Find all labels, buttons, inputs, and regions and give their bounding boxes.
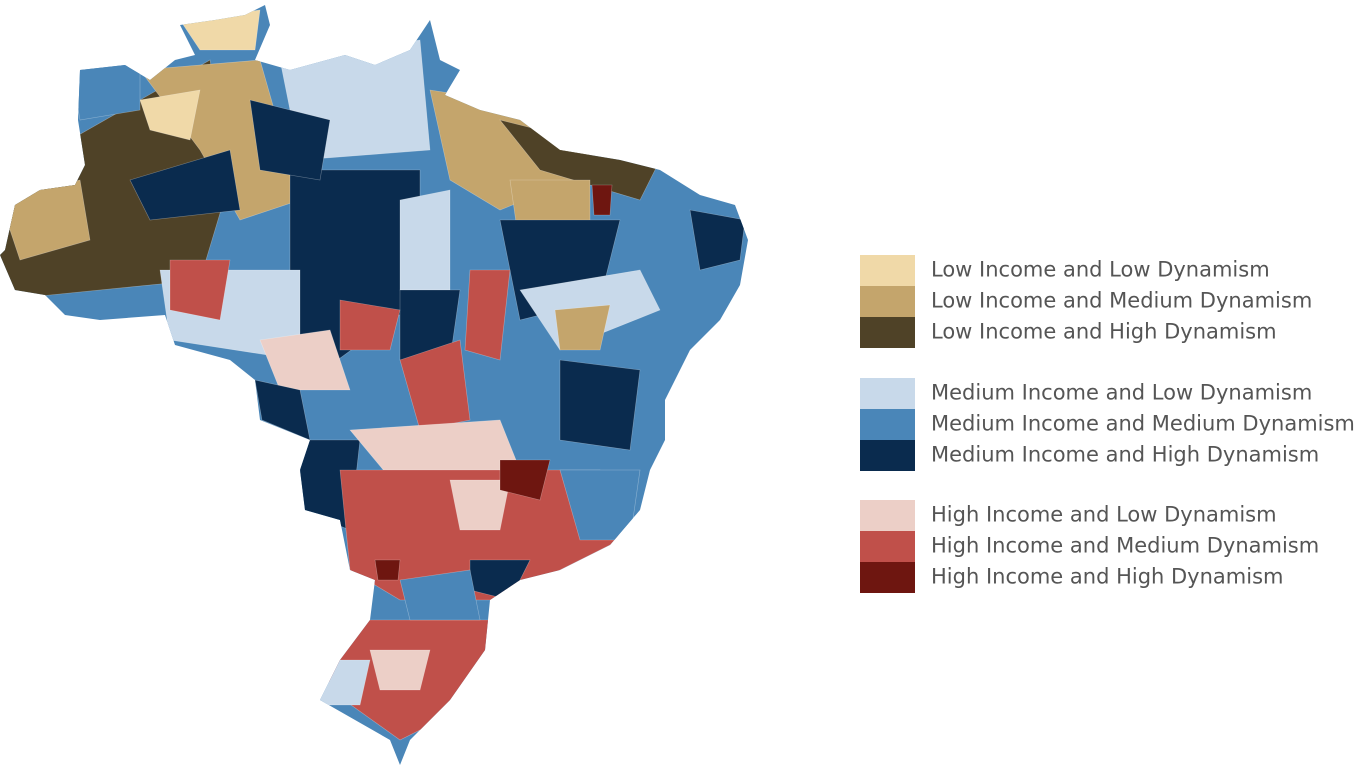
- legend-label: Medium Income and High Dynamism: [931, 443, 1319, 467]
- map-region: [399, 189, 451, 291]
- legend-swatch: [860, 531, 915, 562]
- legend-label: Low Income and Low Dynamism: [931, 258, 1270, 282]
- legend-swatch: [860, 500, 915, 531]
- map-region: [464, 269, 511, 361]
- map-region: [554, 304, 611, 351]
- legend-swatch: [860, 440, 915, 471]
- map-region: [449, 479, 511, 531]
- map-region: [129, 149, 241, 221]
- legend-swatch: [860, 317, 915, 348]
- map-region: [369, 649, 431, 691]
- map-region: [339, 299, 401, 351]
- map-region: [139, 89, 201, 141]
- legend-label: Low Income and High Dynamism: [931, 320, 1277, 344]
- legend-label: High Income and Low Dynamism: [931, 503, 1277, 527]
- map-region: [69, 59, 141, 121]
- brazil-map: [0, 5, 748, 765]
- legend-swatch: [860, 255, 915, 286]
- map-region: [399, 339, 471, 431]
- legend: Low Income and Low Dynamism Low Income an…: [860, 255, 1355, 593]
- legend-label: Medium Income and Low Dynamism: [931, 381, 1312, 405]
- legend-label: High Income and High Dynamism: [931, 565, 1283, 589]
- map-region: [689, 209, 746, 271]
- legend-label: Low Income and Medium Dynamism: [931, 289, 1312, 313]
- legend-label: Medium Income and Medium Dynamism: [931, 412, 1355, 436]
- map-region: [249, 99, 331, 181]
- legend-swatch: [860, 286, 915, 317]
- legend-swatch: [860, 409, 915, 440]
- map-region: [259, 329, 351, 391]
- map-region: [399, 569, 481, 621]
- legend-swatch: [860, 378, 915, 409]
- map-region: [374, 559, 401, 581]
- map-region: [309, 659, 371, 706]
- map-region: [591, 184, 613, 216]
- map-region: [169, 259, 231, 321]
- legend-label: High Income and Medium Dynamism: [931, 534, 1319, 558]
- map-region: [499, 459, 551, 501]
- legend-swatch: [860, 562, 915, 593]
- map-region: [559, 359, 641, 451]
